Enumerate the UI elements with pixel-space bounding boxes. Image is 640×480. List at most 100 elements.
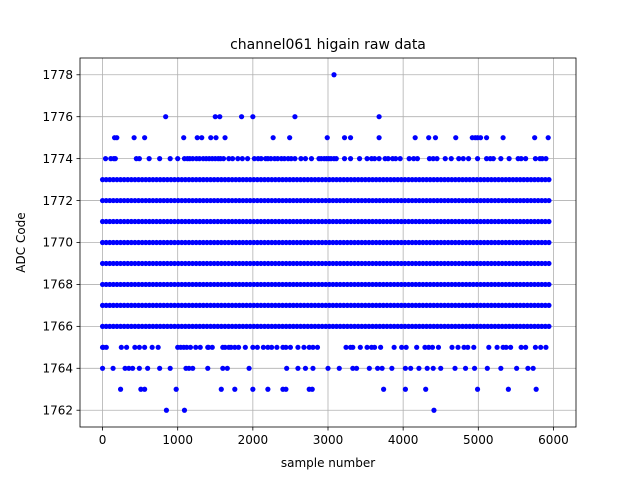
data-point	[197, 218, 203, 225]
data-point	[114, 323, 120, 329]
data-point	[128, 323, 134, 329]
data-point	[416, 260, 422, 267]
data-point	[503, 239, 509, 246]
data-point	[452, 302, 458, 308]
data-point	[528, 302, 534, 308]
x-tick-label: 2000	[238, 433, 269, 447]
data-point	[528, 260, 534, 267]
data-point	[474, 323, 480, 329]
data-point	[380, 197, 386, 204]
data-point	[523, 344, 529, 350]
data-point	[326, 302, 332, 308]
data-point	[452, 197, 458, 204]
y-tick-label: 1764	[42, 361, 73, 375]
data-point	[452, 365, 458, 371]
data-point	[218, 218, 224, 225]
data-point	[292, 156, 298, 162]
data-point	[272, 239, 278, 246]
data-point	[459, 239, 466, 246]
data-point	[510, 177, 516, 183]
data-point	[175, 281, 181, 288]
data-point	[150, 323, 156, 329]
data-point	[207, 177, 214, 183]
data-point	[117, 177, 124, 183]
data-point	[128, 239, 134, 246]
data-point	[163, 407, 170, 413]
data-point	[510, 260, 516, 267]
data-point	[179, 281, 185, 288]
data-point	[510, 239, 516, 246]
data-point	[381, 386, 387, 392]
data-point	[107, 218, 113, 225]
data-point	[341, 156, 348, 162]
data-point	[125, 218, 131, 225]
data-point	[294, 218, 300, 225]
data-point	[197, 302, 203, 308]
data-point	[506, 177, 512, 183]
data-point	[218, 386, 224, 392]
data-point	[387, 323, 394, 329]
data-point	[474, 260, 480, 267]
data-point	[485, 218, 491, 225]
data-point	[114, 239, 120, 246]
data-point	[431, 281, 437, 288]
data-point	[312, 239, 318, 246]
data-point	[542, 260, 548, 267]
data-point	[186, 239, 192, 246]
data-point	[110, 323, 116, 329]
data-point	[350, 365, 356, 371]
data-point	[153, 197, 160, 204]
data-point	[240, 281, 246, 288]
data-point	[196, 156, 203, 162]
data-point	[287, 177, 293, 183]
data-point	[513, 323, 520, 329]
data-point	[539, 302, 545, 308]
data-point	[251, 197, 257, 204]
data-point	[438, 323, 444, 329]
data-point	[297, 323, 304, 329]
data-point	[243, 218, 250, 225]
data-point	[348, 218, 354, 225]
data-point	[402, 302, 408, 308]
data-point	[449, 323, 455, 329]
data-point	[224, 365, 230, 371]
data-point	[319, 281, 325, 288]
data-point	[247, 239, 253, 246]
data-point	[265, 386, 271, 392]
data-point	[312, 323, 318, 329]
data-point	[525, 365, 531, 371]
data-point	[143, 323, 149, 329]
axis-ticks: 0 1000 2000 3000 4000 5000 6000 1762 1764 1766 176…	[42, 68, 568, 447]
data-point	[211, 302, 217, 308]
data-point	[513, 197, 520, 204]
data-point	[456, 218, 462, 225]
data-point	[301, 260, 307, 267]
data-point	[233, 260, 239, 267]
data-point	[297, 197, 304, 204]
data-point	[438, 365, 444, 371]
data-point	[366, 302, 372, 308]
data-point	[161, 177, 167, 183]
data-point	[326, 323, 332, 329]
data-point	[189, 197, 196, 204]
data-point	[371, 156, 378, 162]
data-point	[229, 239, 235, 246]
data-point	[330, 239, 336, 246]
data-point	[295, 344, 301, 350]
data-point	[441, 323, 448, 329]
data-point	[269, 260, 275, 267]
data-point	[103, 177, 109, 183]
data-point	[362, 281, 368, 288]
data-point	[513, 260, 520, 267]
data-point	[330, 260, 336, 267]
y-tick-label: 1766	[42, 320, 73, 334]
data-point	[110, 260, 116, 267]
data-point	[373, 239, 379, 246]
data-point	[403, 344, 409, 350]
data-point	[292, 114, 298, 120]
data-point	[155, 344, 161, 350]
data-point	[405, 281, 412, 288]
data-point	[254, 344, 260, 350]
data-point	[215, 302, 221, 308]
data-point	[546, 218, 552, 225]
